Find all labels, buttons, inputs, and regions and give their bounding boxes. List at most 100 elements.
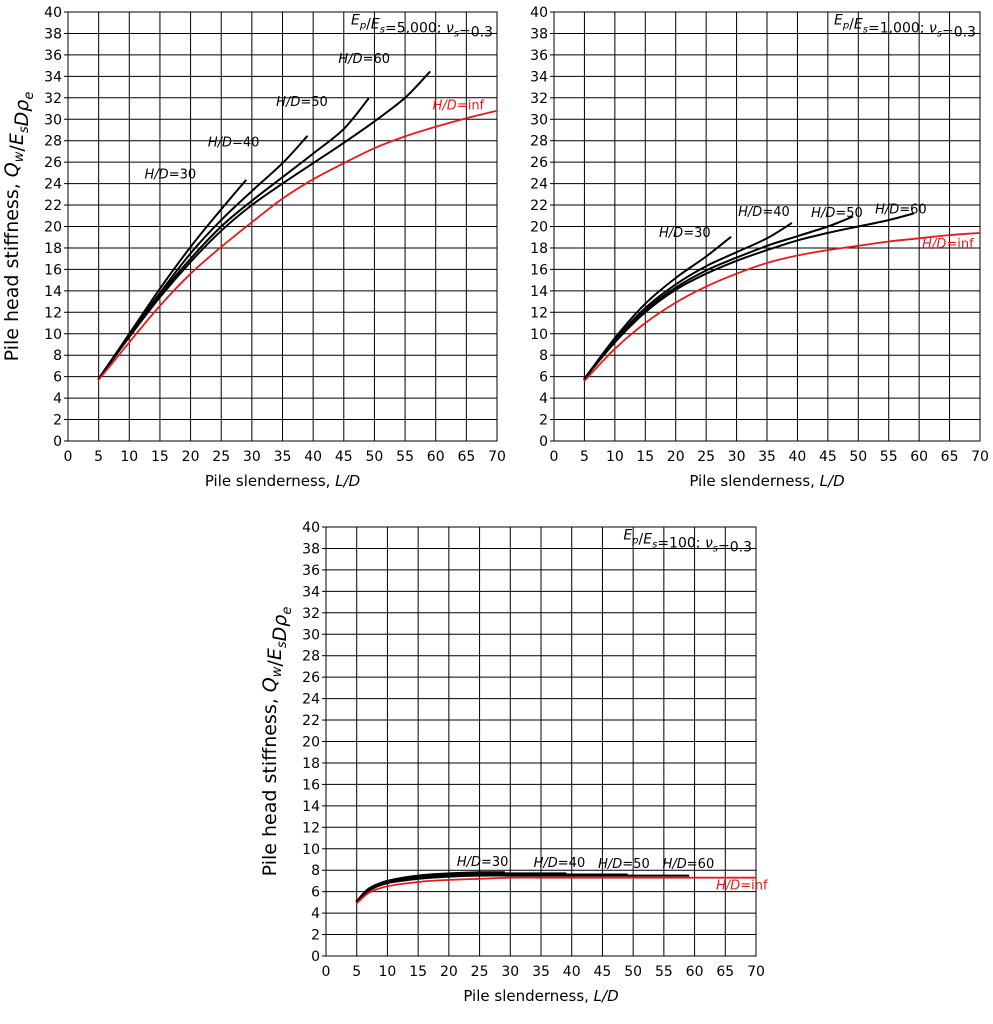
x-tick-label: 65 [941,449,959,465]
x-tick-label: 55 [396,449,414,465]
y-tick-label: 40 [530,5,548,21]
y-tick-label: 6 [311,885,320,901]
y-tick-label: 40 [302,520,320,536]
x-tick-label: 25 [471,964,489,980]
y-tick-label: 16 [44,262,62,278]
x-tick-label: 45 [819,449,837,465]
y-tick-label: 2 [311,928,320,944]
y-tick-label: 16 [530,262,548,278]
x-tick-label: 30 [728,449,746,465]
condition-annotation: Ep/Es=100; νs=0.3 [623,528,752,556]
x-tick-label: 20 [667,449,685,465]
series-line-h-d-50 [97,97,370,380]
y-tick-label: 18 [44,241,62,257]
x-tick-label: 60 [427,449,445,465]
series-line-h-d-inf [583,232,981,382]
series-label-h-d-50: H/D=50 [811,206,863,221]
series-line-h-d-60 [97,71,431,380]
series-label-h-d-60: H/D=60 [875,203,927,218]
y-tick-label: 22 [302,713,320,729]
x-tick-label: 35 [532,964,550,980]
y-tick-label: 40 [44,5,62,21]
y-tick-label: 36 [530,48,548,64]
x-tick-label: 10 [606,449,624,465]
series-line-h-d-50 [355,873,628,903]
x-tick-label: 50 [849,449,867,465]
x-tick-label: 15 [409,964,427,980]
series-line-h-d-inf [97,109,498,381]
x-tick-label: 15 [151,449,169,465]
y-tick-label: 32 [530,91,548,107]
y-tick-label: 22 [44,198,62,214]
y-tick-label: 34 [302,584,320,600]
x-tick-label: 0 [322,964,331,980]
y-tick-label: 8 [53,348,62,364]
y-tick-label: 34 [530,69,548,85]
x-tick-label: 35 [274,449,292,465]
plot-frame [67,11,498,442]
y-tick-label: 26 [530,155,548,171]
series-label-h-d-inf: H/D=inf [922,237,974,252]
y-tick-label: 30 [302,627,320,643]
x-tick-label: 30 [501,964,519,980]
y-tick-label: 12 [44,305,62,321]
y-tick-label: 0 [311,949,320,965]
y-tick-label: 10 [302,842,320,858]
plot-frame [553,11,981,442]
y-tick-label: 4 [53,391,62,407]
x-tick-label: 60 [910,449,928,465]
x-tick-label: 65 [716,964,734,980]
panel-top-right: 0 5 10 15 20 25 30 35 40 45 50 55 60 65 70024681012141… [530,5,989,490]
x-tick-label: 10 [120,449,138,465]
x-tick-label: 25 [212,449,230,465]
y-tick-label: 14 [302,799,320,815]
y-tick-label: 30 [530,112,548,128]
y-tick-label: 0 [53,434,62,450]
y-tick-label: 8 [311,863,320,879]
y-tick-label: 10 [530,327,548,343]
series-line-h-d-inf [355,876,757,905]
series-line-h-d-50 [583,215,854,380]
y-tick-label: 18 [302,756,320,772]
panel-top-left: 0 5 10 15 20 25 30 35 40 45 50 55 60 65 70024681012141… [1,5,506,490]
x-tick-label: 40 [304,449,322,465]
y-tick-label: 22 [530,198,548,214]
x-tick-label: 20 [440,964,458,980]
series-label-h-d-30: H/D=30 [145,168,197,183]
y-tick-label: 24 [44,177,62,193]
series-label-h-d-60: H/D=60 [663,857,715,872]
y-tick-label: 36 [302,563,320,579]
y-tick-label: 12 [302,820,320,836]
y-tick-label: 26 [302,670,320,686]
y-tick-label: 36 [44,48,62,64]
x-tick-label: 50 [624,964,642,980]
y-tick-label: 32 [44,91,62,107]
x-tick-label: 5 [352,964,361,980]
series-line-h-d-60 [355,874,690,903]
x-tick-label: 45 [335,449,353,465]
x-tick-label: 55 [880,449,898,465]
y-tick-label: 28 [530,134,548,150]
y-tick-label: 28 [302,649,320,665]
condition-annotation: Ep/Es=5,000; νs=0.3 [351,13,493,41]
x-tick-label: 55 [655,964,673,980]
y-tick-label: 32 [302,606,320,622]
y-tick-label: 24 [302,692,320,708]
series-label-h-d-30: H/D=30 [659,226,711,241]
y-tick-label: 16 [302,777,320,793]
y-tick-label: 14 [44,284,62,300]
x-tick-label: 5 [94,449,103,465]
x-axis-label: Pile slenderness, L/D [463,987,618,1005]
x-tick-label: 5 [580,449,589,465]
y-tick-label: 4 [311,906,320,922]
x-tick-label: 0 [550,449,559,465]
series-label-h-d-50: H/D=50 [276,95,328,110]
x-axis-label: Pile slenderness, L/D [205,472,360,490]
x-tick-label: 25 [697,449,715,465]
x-tick-label: 40 [789,449,807,465]
y-tick-label: 6 [53,370,62,386]
y-tick-label: 20 [44,220,62,236]
x-tick-label: 0 [64,449,73,465]
x-tick-label: 15 [636,449,654,465]
y-tick-label: 10 [44,327,62,343]
